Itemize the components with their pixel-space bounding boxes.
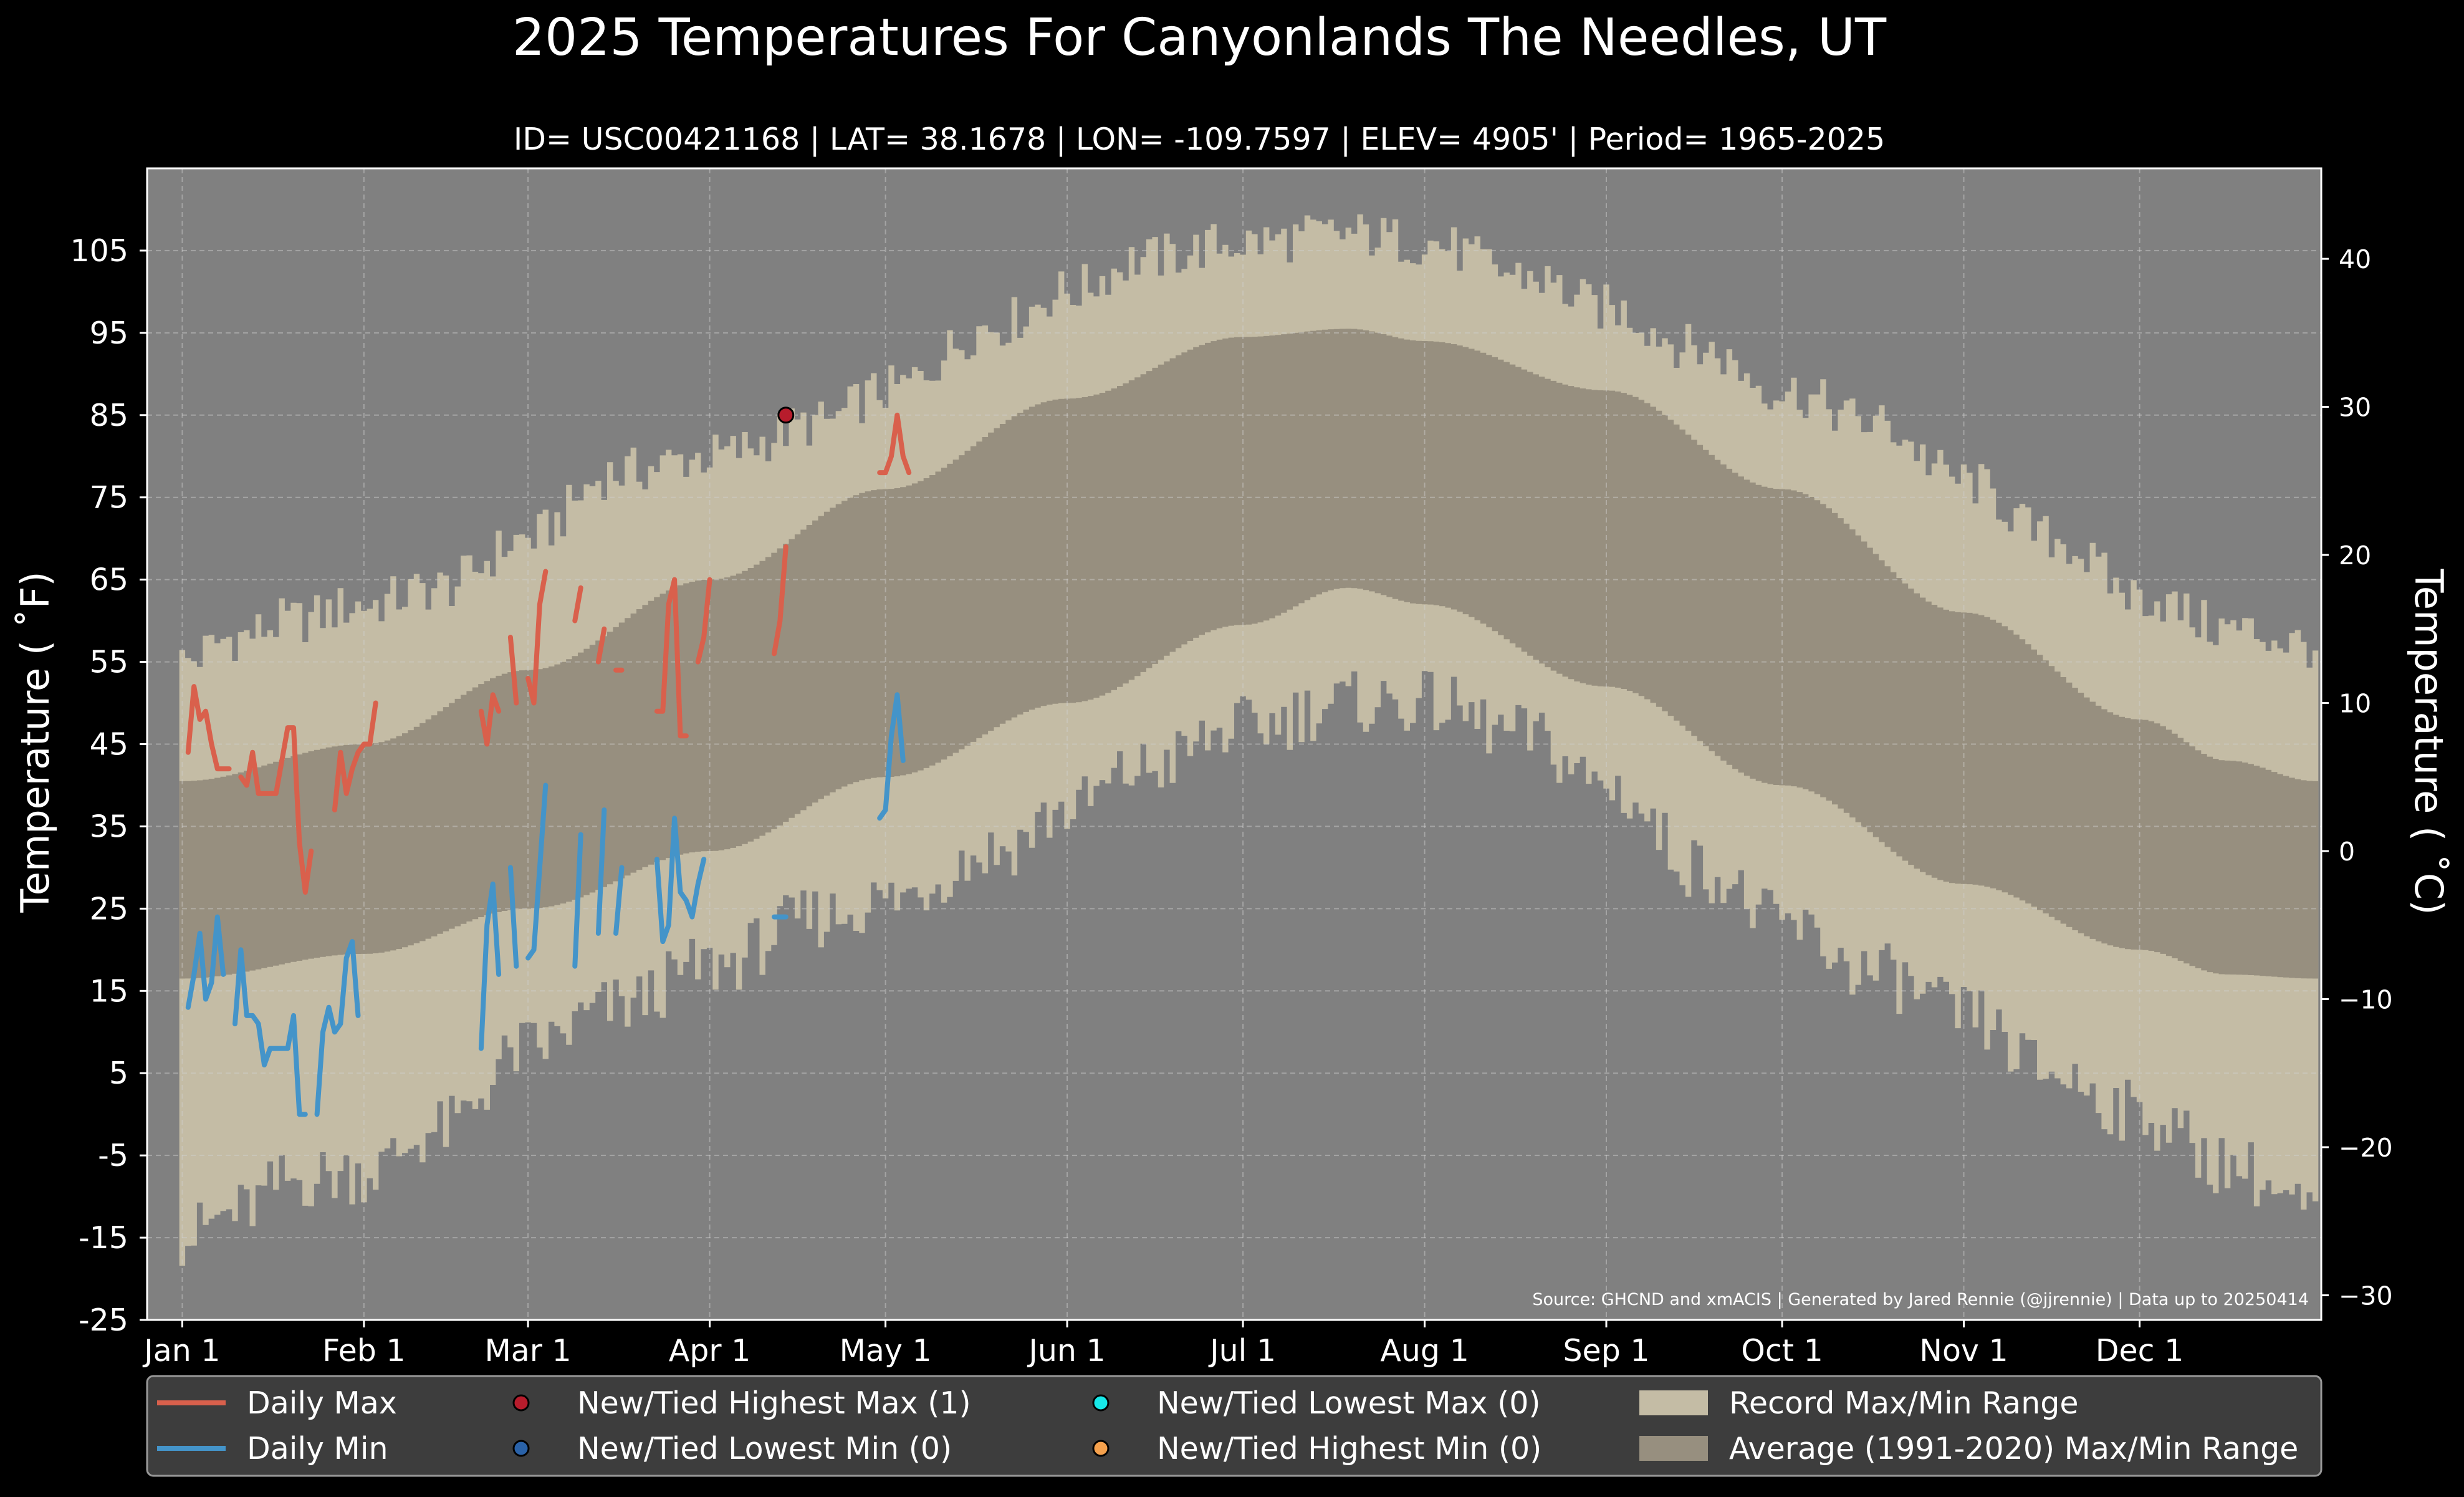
chart-title: 2025 Temperatures For Canyonlands The Ne… (512, 8, 1887, 67)
y2-tick-label: −10 (2339, 984, 2393, 1014)
x-tick-label: Mar 1 (485, 1333, 572, 1369)
legend: Daily Max Daily Min New/Tied Highest Max (… (146, 1375, 2323, 1477)
source-note: Source: GHCND and xmACIS | Generated by … (1532, 1290, 2309, 1309)
y-tick-label: 105 (70, 233, 128, 269)
x-tick-label: Feb 1 (322, 1333, 406, 1369)
legend-label: Daily Min (247, 1431, 388, 1466)
legend-swatch (1639, 1390, 1708, 1415)
y2-tick-label: −30 (2339, 1281, 2393, 1311)
x-tick-label: Dec 1 (2096, 1333, 2184, 1369)
y-tick-label: 95 (90, 315, 128, 351)
y2-tick-label: 10 (2339, 689, 2371, 719)
y2-tick-label: 0 (2339, 837, 2355, 867)
y-tick-label: 75 (90, 480, 128, 516)
x-tick-label: Jul 1 (1208, 1333, 1276, 1369)
legend-label: New/Tied Lowest Min (0) (577, 1431, 952, 1466)
plot-area: -25 -15 -5 5 15 25 35 45 55 65 75 85 95 105 −30 −20 −10 0… (70, 167, 2393, 1369)
y-tick-label: -15 (79, 1220, 128, 1256)
y-tick-label: 85 (90, 398, 128, 433)
y-tick-label: 45 (90, 727, 128, 763)
y-tick-label: -25 (79, 1302, 128, 1338)
y-tick-label: 5 (109, 1056, 128, 1091)
legend-swatch (1092, 1394, 1110, 1412)
x-tick-label: Aug 1 (1380, 1333, 1469, 1369)
legend-label: Daily Max (247, 1385, 397, 1421)
y-tick-label: -5 (98, 1138, 128, 1173)
y-tick-label: 35 (90, 809, 128, 844)
legend-label: Record Max/Min Range (1729, 1385, 2079, 1421)
x-tick-label: Jan 1 (142, 1333, 220, 1369)
y-tick-label: 25 (90, 891, 128, 927)
normal-range-band (179, 329, 2319, 979)
y2-tick-label: −20 (2339, 1133, 2393, 1163)
x-tick-label: Apr 1 (669, 1333, 751, 1369)
legend-label: Average (1991-2020) Max/Min Range (1729, 1431, 2298, 1466)
x-tick-label: May 1 (840, 1333, 932, 1369)
y-axis-label-right: Temperature ( ˚C) (2406, 569, 2452, 915)
y-tick-label: 65 (90, 562, 128, 598)
x-tick-label: Jun 1 (1027, 1333, 1105, 1369)
legend-swatch (512, 1394, 530, 1412)
legend-swatch (1639, 1436, 1708, 1461)
y-axis-label-left: Temperature ( ˚F) (12, 571, 58, 913)
y2-tick-label: 20 (2339, 541, 2371, 570)
y-tick-label: 55 (90, 645, 128, 680)
legend-box (146, 1375, 2323, 1477)
record-high-marker (777, 407, 795, 424)
y2-tick-label: 30 (2339, 393, 2371, 423)
chart-subtitle: ID= USC00421168 | LAT= 38.1678 | LON= -1… (514, 122, 1885, 157)
x-tick-label: Nov 1 (1919, 1333, 2008, 1369)
legend-swatch (1092, 1440, 1110, 1457)
daily-min-line (185, 692, 906, 1117)
x-tick-label: Oct 1 (1741, 1333, 1823, 1369)
legend-label: New/Tied Highest Min (0) (1157, 1431, 1541, 1466)
y-tick-label: 15 (90, 973, 128, 1009)
y2-tick-label: 40 (2339, 244, 2371, 274)
daily-max-line (185, 412, 912, 895)
record-range-band (179, 214, 2319, 1266)
x-tick-label: Sep 1 (1563, 1333, 1649, 1369)
legend-swatch (512, 1440, 530, 1457)
legend-label: New/Tied Highest Max (1) (577, 1385, 971, 1421)
legend-label: New/Tied Lowest Max (0) (1157, 1385, 1541, 1421)
